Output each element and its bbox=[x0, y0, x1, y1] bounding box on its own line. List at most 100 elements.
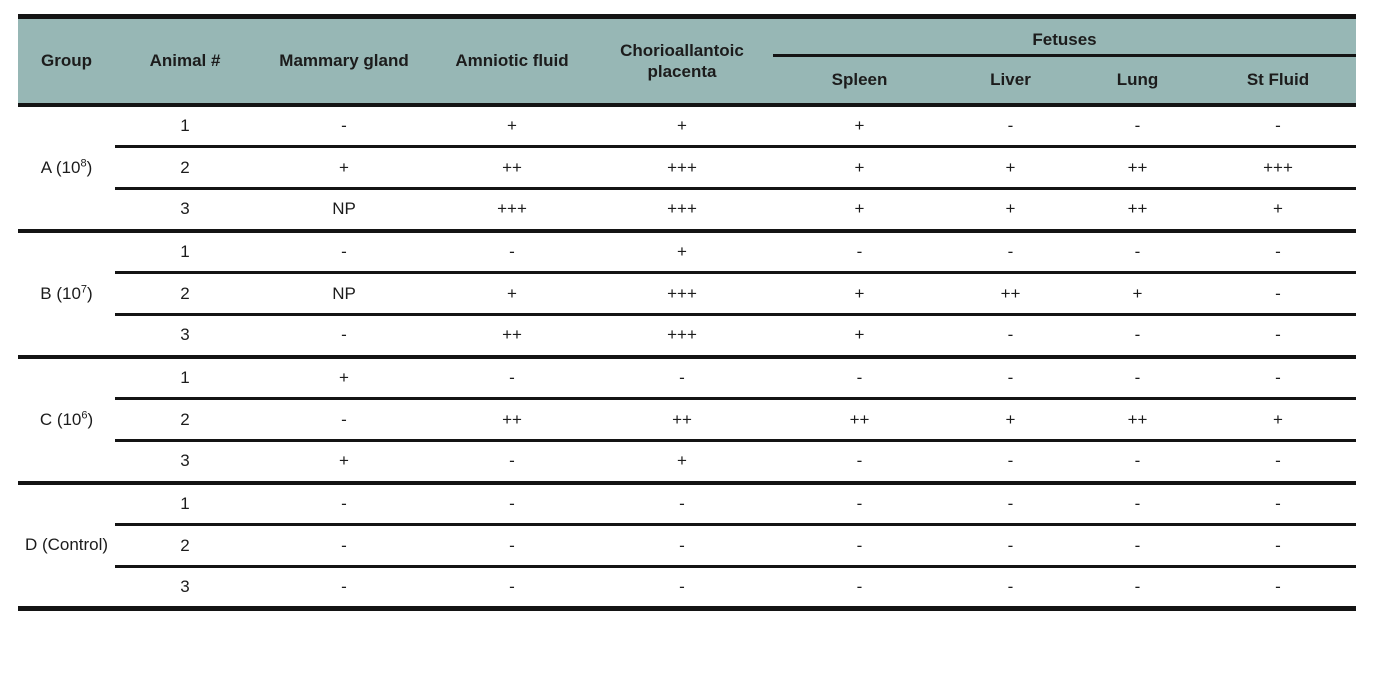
table-row: 3 NP +++ +++ + + ++ + bbox=[18, 188, 1356, 233]
animal-number-cell: 1 bbox=[115, 482, 255, 526]
result-cell: + bbox=[255, 440, 433, 485]
result-cell: - bbox=[255, 482, 433, 526]
result-cell: ++ bbox=[433, 398, 591, 442]
result-cell: - bbox=[1200, 104, 1356, 148]
result-cell: + bbox=[433, 104, 591, 148]
table-row: 3------- bbox=[18, 566, 1356, 611]
result-cell: ++ bbox=[1075, 188, 1200, 233]
animal-number-cell: 1 bbox=[115, 104, 255, 148]
table-body: A (108) 1- + + + - - -2 + ++ +++ + + ++ +++ 3 NP +++ +++ + +… bbox=[18, 104, 1356, 611]
result-cell: ++ bbox=[773, 398, 946, 442]
result-cell: - bbox=[255, 314, 433, 359]
result-cell: +++ bbox=[591, 188, 773, 233]
result-cell: - bbox=[433, 230, 591, 274]
result-cell: - bbox=[433, 440, 591, 485]
table-row: D (Control) 1- - - - - - - bbox=[18, 482, 1356, 611]
table-row: B (107) 1- - + - - - - bbox=[18, 230, 1356, 359]
result-cell: - bbox=[255, 398, 433, 442]
result-cell: - bbox=[1200, 272, 1356, 316]
result-cell: - bbox=[1075, 356, 1200, 400]
animal-number-cell: 2 bbox=[115, 272, 255, 316]
result-cell: - bbox=[773, 482, 946, 526]
col-header-chorioallantoic-placenta: Chorioallantoic placenta bbox=[591, 16, 773, 107]
result-cell: - bbox=[1075, 104, 1200, 148]
group-label: D (Control) bbox=[18, 482, 115, 611]
col-header-amniotic-fluid: Amniotic fluid bbox=[433, 16, 591, 107]
result-cell: NP bbox=[255, 272, 433, 316]
table-row: C (106) 1 + - - - - - - bbox=[18, 356, 1356, 485]
result-cell: + bbox=[1200, 188, 1356, 233]
result-cell: - bbox=[1200, 314, 1356, 359]
col-header-spleen: Spleen bbox=[773, 55, 946, 107]
result-cell: - bbox=[946, 356, 1075, 400]
animal-number-cell: 1 bbox=[115, 356, 255, 400]
result-cell: - bbox=[591, 482, 773, 526]
result-cell: ++ bbox=[1075, 398, 1200, 442]
result-cell: - bbox=[946, 566, 1075, 611]
result-cell: NP bbox=[255, 188, 433, 233]
result-cell: - bbox=[591, 356, 773, 400]
result-cell: + bbox=[433, 272, 591, 316]
result-cell: ++ bbox=[433, 314, 591, 359]
result-cell: ++ bbox=[1075, 146, 1200, 190]
animal-number-cell: 3 bbox=[115, 188, 255, 233]
result-cell: - bbox=[1200, 524, 1356, 568]
result-cell: - bbox=[1200, 482, 1356, 526]
result-cell: - bbox=[1075, 482, 1200, 526]
animal-number-cell: 2 bbox=[115, 524, 255, 568]
result-cell: - bbox=[773, 566, 946, 611]
result-cell: + bbox=[1200, 398, 1356, 442]
results-table: Group Animal # Mammary gland Amniotic fl… bbox=[18, 14, 1356, 611]
result-cell: - bbox=[773, 230, 946, 274]
result-cell: - bbox=[1200, 566, 1356, 611]
result-cell: + bbox=[946, 146, 1075, 190]
header-row-sub: Spleen Liver Lung St Fluid bbox=[18, 55, 1356, 107]
result-cell: - bbox=[433, 524, 591, 568]
table-row: 2------- bbox=[18, 524, 1356, 568]
col-header-group: Group bbox=[18, 16, 115, 107]
result-cell: - bbox=[1200, 440, 1356, 485]
result-cell: + bbox=[773, 146, 946, 190]
result-cell: +++ bbox=[591, 146, 773, 190]
animal-number-cell: 3 bbox=[115, 440, 255, 485]
result-cell: + bbox=[773, 314, 946, 359]
animal-number-cell: 2 bbox=[115, 398, 255, 442]
result-cell: - bbox=[1075, 230, 1200, 274]
result-cell: +++ bbox=[1200, 146, 1356, 190]
result-cell: - bbox=[255, 524, 433, 568]
result-cell: + bbox=[591, 104, 773, 148]
result-cell: - bbox=[433, 566, 591, 611]
result-cell: - bbox=[773, 524, 946, 568]
result-cell: - bbox=[773, 356, 946, 400]
col-header-animal: Animal # bbox=[115, 16, 255, 107]
table-row: 2 NP + +++ + ++ + - bbox=[18, 272, 1356, 316]
result-cell: - bbox=[1075, 566, 1200, 611]
result-cell: - bbox=[1075, 440, 1200, 485]
col-header-mammary-gland: Mammary gland bbox=[255, 16, 433, 107]
result-cell: - bbox=[946, 104, 1075, 148]
table-row: 2 + ++ +++ + + ++ +++ bbox=[18, 146, 1356, 190]
result-cell: - bbox=[1200, 230, 1356, 274]
result-cell: + bbox=[255, 146, 433, 190]
table-row: A (108) 1- + + + - - - bbox=[18, 104, 1356, 233]
col-header-fetuses: Fetuses bbox=[773, 16, 1356, 57]
result-cell: + bbox=[946, 398, 1075, 442]
result-cell: - bbox=[255, 566, 433, 611]
result-cell: - bbox=[591, 524, 773, 568]
animal-number-cell: 1 bbox=[115, 230, 255, 274]
result-cell: - bbox=[1075, 314, 1200, 359]
result-cell: ++ bbox=[433, 146, 591, 190]
result-cell: - bbox=[1075, 524, 1200, 568]
table-row: 3 + - + - - - - bbox=[18, 440, 1356, 485]
col-header-lung: Lung bbox=[1075, 55, 1200, 107]
result-cell: - bbox=[946, 524, 1075, 568]
result-cell: + bbox=[1075, 272, 1200, 316]
result-cell: +++ bbox=[591, 314, 773, 359]
result-cell: - bbox=[255, 104, 433, 148]
result-cell: + bbox=[946, 188, 1075, 233]
col-header-liver: Liver bbox=[946, 55, 1075, 107]
result-cell: + bbox=[773, 188, 946, 233]
result-cell: + bbox=[591, 230, 773, 274]
table-row: 2- ++ ++ ++ + ++ + bbox=[18, 398, 1356, 442]
animal-number-cell: 3 bbox=[115, 314, 255, 359]
